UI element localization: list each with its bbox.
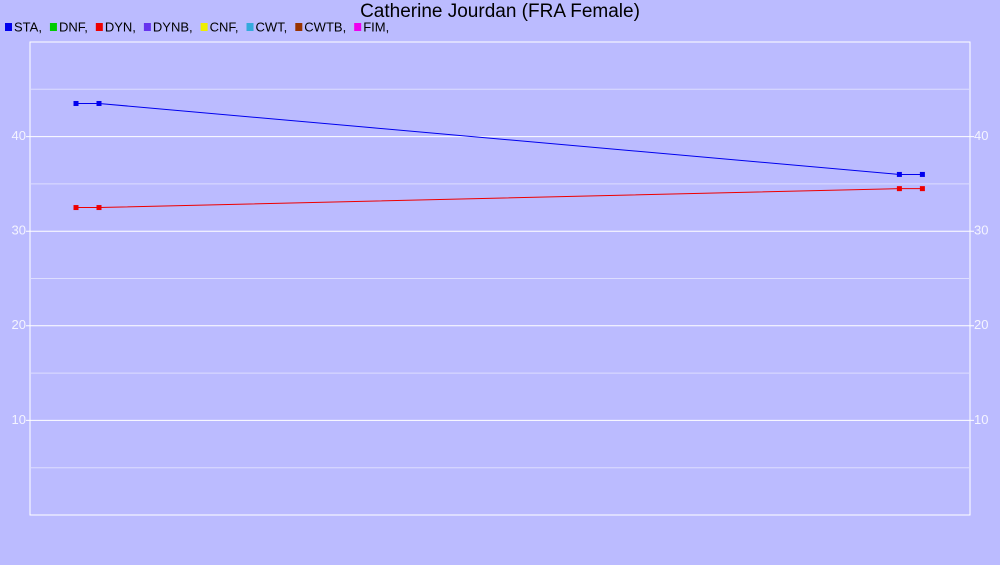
point-marker	[896, 171, 902, 177]
point-marker	[919, 186, 925, 192]
point-marker	[96, 100, 102, 106]
legend-swatch	[5, 23, 12, 31]
point-marker	[73, 100, 79, 106]
point-marker	[896, 186, 902, 192]
legend-label: FIM,	[363, 19, 389, 34]
y-tick-label: 10	[12, 412, 26, 427]
y-tick-label: 30	[12, 223, 26, 238]
point-marker	[73, 205, 79, 211]
legend-swatch	[95, 23, 103, 31]
point-marker	[96, 205, 102, 211]
legend-label: CWTB,	[304, 19, 346, 34]
y2-tick-label: 10	[974, 412, 988, 427]
y2-tick-label: 20	[974, 317, 988, 332]
legend-label: CNF,	[210, 19, 239, 34]
series-line	[75, 102, 923, 175]
y-tick-label: 20	[12, 317, 26, 332]
legend-label: STA,	[14, 19, 42, 34]
y2-tick-label: 40	[974, 128, 988, 143]
point-marker	[919, 171, 925, 177]
legend-swatch	[246, 23, 254, 31]
legend-label: DYNB,	[153, 19, 193, 34]
legend-label: DNF,	[59, 19, 88, 34]
legend-label: DYN,	[105, 19, 136, 34]
legend-label: CWT,	[256, 19, 288, 34]
legend-swatch	[49, 23, 57, 31]
y-tick-label: 40	[12, 128, 26, 143]
y2-tick-label: 30	[974, 223, 988, 238]
legend-swatch	[143, 23, 151, 31]
legend-swatch	[354, 23, 362, 31]
legend-swatch	[200, 23, 208, 31]
chart-title: Catherine Jourdan (FRA Female)	[360, 1, 640, 22]
legend-swatch	[295, 23, 303, 31]
series-line	[75, 188, 923, 209]
